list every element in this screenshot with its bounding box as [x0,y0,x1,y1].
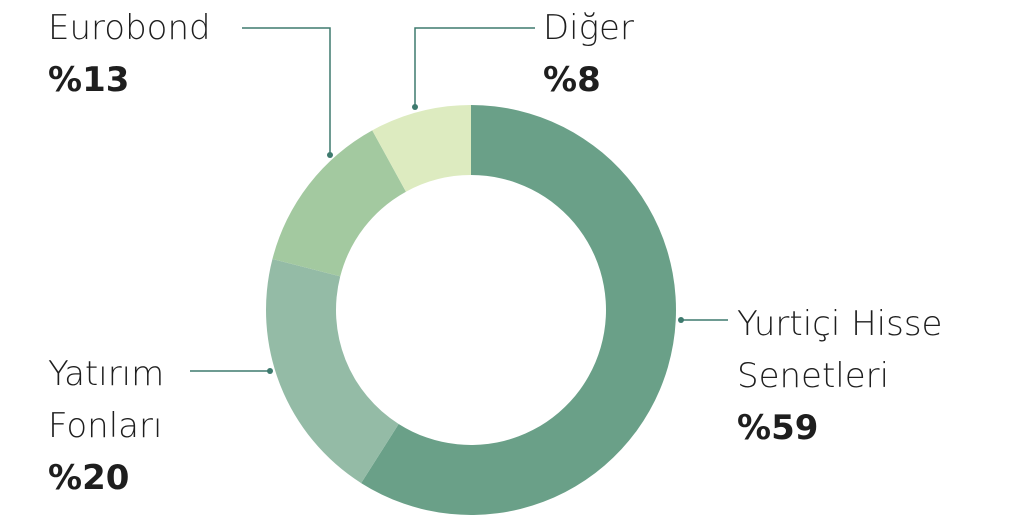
leader-line [242,27,331,155]
category-name: Diğer [543,8,634,48]
segment-label: Yatırım Fonları %20 [48,348,208,504]
segment-label: Yurtiçi Hisse Senetleri %59 [737,298,997,454]
value-label: %8 [543,60,601,100]
value-label: %20 [48,458,130,498]
category-name: Yurtiçi Hisse Senetleri [737,304,943,396]
leader-dot [678,317,684,323]
value-label: %59 [737,408,819,448]
donut-segment [372,105,471,192]
donut-segment [272,130,406,277]
leader-dot [327,152,333,158]
leader-dot [267,368,273,374]
donut-segment [361,105,677,515]
segment-label: Eurobond %13 [48,2,248,106]
segment-label: Diğer %8 [543,2,743,106]
donut-segment [266,259,399,484]
leader-dot [412,104,418,110]
leader-line [414,27,535,107]
category-name: Yatırım Fonları [48,354,165,446]
value-label: %13 [48,60,130,100]
category-name: Eurobond [48,8,211,48]
